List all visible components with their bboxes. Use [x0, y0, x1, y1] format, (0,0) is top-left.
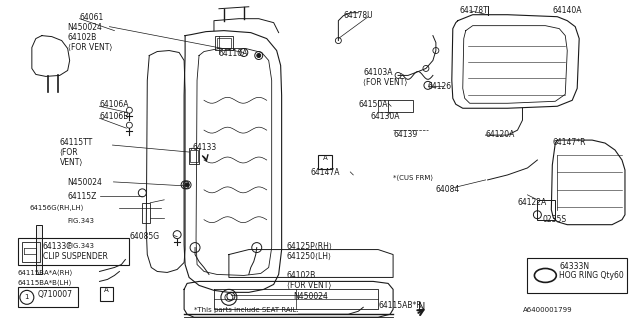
Text: *⟨CUS FRM⟩: *⟨CUS FRM⟩ [393, 175, 433, 181]
Text: CLIP SUSPENDER: CLIP SUSPENDER [43, 252, 108, 260]
Text: ⟨FOR: ⟨FOR [60, 148, 78, 157]
Bar [215, 36, 233, 50]
Text: 64110A: 64110A [219, 49, 248, 58]
Text: 64106A: 64106A [99, 100, 129, 109]
Text: ⟨FOR VENT⟩: ⟨FOR VENT⟩ [68, 43, 112, 52]
Text: 64084: 64084 [436, 185, 460, 194]
Text: A6400001799: A6400001799 [522, 307, 572, 313]
Bar [189, 148, 199, 164]
Text: 64102B: 64102B [68, 33, 97, 42]
Text: 64106B: 64106B [99, 112, 129, 121]
Bar [18, 238, 129, 266]
Text: 64126: 64126 [428, 82, 452, 92]
Text: 64139: 64139 [393, 130, 417, 139]
Bar [22, 242, 40, 261]
Text: 64147A: 64147A [310, 168, 340, 177]
Text: ⟨FOR VENT⟩: ⟨FOR VENT⟩ [287, 281, 331, 291]
Text: 64178U: 64178U [343, 11, 373, 20]
Text: 64085G: 64085G [129, 232, 159, 241]
Text: 64102B: 64102B [287, 271, 316, 280]
Bar [538, 200, 556, 220]
Text: HOG RING Qty60: HOG RING Qty60 [559, 271, 624, 280]
Text: 64115BA*B⟨LH⟩: 64115BA*B⟨LH⟩ [18, 279, 72, 286]
Text: 1: 1 [24, 294, 29, 300]
Text: 64178T: 64178T [460, 6, 488, 15]
Bar [190, 150, 198, 162]
Text: A: A [323, 155, 328, 161]
Text: 64147*R: 64147*R [552, 138, 586, 147]
Text: FIG.343: FIG.343 [68, 243, 95, 249]
Bar [319, 155, 332, 169]
Text: 64150A: 64150A [358, 100, 388, 109]
Text: 64115Z: 64115Z [68, 192, 97, 201]
Text: A: A [104, 287, 109, 293]
Text: N450024: N450024 [294, 292, 328, 301]
Bar [217, 37, 231, 48]
Text: *This parts include SEAT RAIL.: *This parts include SEAT RAIL. [194, 307, 299, 313]
Text: N450024: N450024 [68, 23, 102, 32]
Text: VENT⟩: VENT⟩ [60, 158, 83, 167]
Text: 0235S: 0235S [542, 215, 566, 224]
Text: 64156G⟨RH,LH⟩: 64156G⟨RH,LH⟩ [30, 205, 84, 211]
Bar [18, 287, 77, 307]
Text: 64115BA*A⟨RH⟩: 64115BA*A⟨RH⟩ [18, 269, 74, 276]
Text: 64130A: 64130A [370, 112, 400, 121]
Circle shape [185, 183, 189, 187]
Text: 64125P⟨RH⟩: 64125P⟨RH⟩ [287, 242, 333, 251]
Bar [36, 225, 42, 275]
Bar [99, 287, 113, 301]
Text: 64122A: 64122A [518, 198, 547, 207]
Text: 64133: 64133 [192, 143, 216, 152]
Text: 64115TT: 64115TT [60, 138, 93, 147]
Text: 64140A: 64140A [552, 6, 582, 15]
Bar [388, 100, 413, 112]
Text: 64103A: 64103A [364, 68, 393, 77]
Text: 64133C: 64133C [43, 242, 72, 251]
Text: 64115AB*R: 64115AB*R [378, 301, 422, 310]
Text: FIG.343: FIG.343 [68, 218, 95, 224]
Text: 64120A: 64120A [486, 130, 515, 139]
Text: 641250⟨LH⟩: 641250⟨LH⟩ [287, 252, 332, 260]
Bar [527, 258, 627, 293]
Text: ⟨FOR VENT⟩: ⟨FOR VENT⟩ [364, 78, 408, 87]
Text: N450024: N450024 [68, 178, 102, 187]
Circle shape [257, 53, 260, 58]
Text: 64061: 64061 [79, 13, 104, 22]
Bar [142, 203, 150, 223]
Text: Q710007: Q710007 [38, 290, 73, 300]
Text: N: N [419, 302, 426, 312]
Text: 64333N: 64333N [559, 261, 589, 270]
